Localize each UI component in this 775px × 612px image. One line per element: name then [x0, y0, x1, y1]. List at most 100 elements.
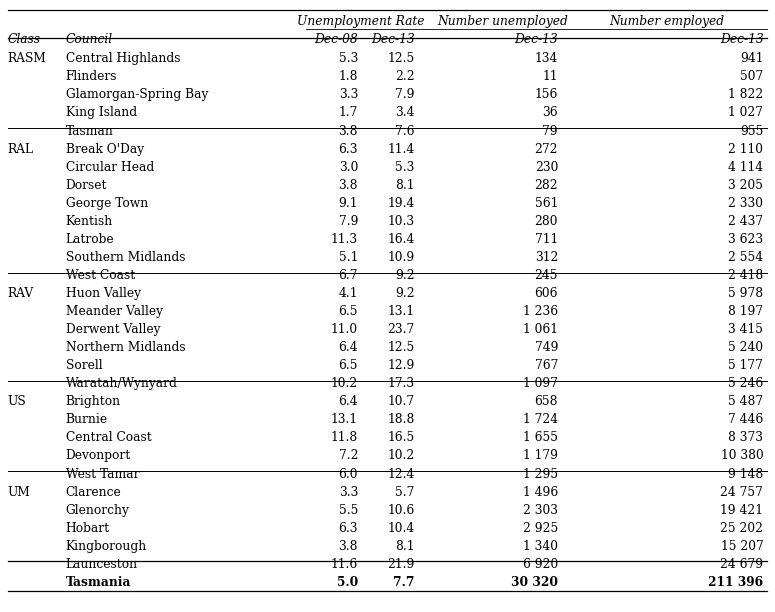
Text: King Island: King Island [66, 106, 137, 119]
Text: 561: 561 [535, 196, 558, 210]
Text: 12.4: 12.4 [388, 468, 415, 480]
Text: 19.4: 19.4 [388, 196, 415, 210]
Text: 6.7: 6.7 [339, 269, 358, 282]
Text: Southern Midlands: Southern Midlands [66, 251, 185, 264]
Text: 10.9: 10.9 [388, 251, 415, 264]
Text: 12.9: 12.9 [388, 359, 415, 372]
Text: West Coast: West Coast [66, 269, 135, 282]
Text: 1 822: 1 822 [728, 88, 763, 102]
Text: 9.2: 9.2 [395, 287, 415, 300]
Text: 5.7: 5.7 [395, 485, 415, 499]
Text: Brighton: Brighton [66, 395, 121, 408]
Text: 2 418: 2 418 [728, 269, 763, 282]
Text: 3.8: 3.8 [339, 179, 358, 192]
Text: 10.2: 10.2 [388, 449, 415, 463]
Text: 8.1: 8.1 [395, 179, 415, 192]
Text: 5.3: 5.3 [339, 52, 358, 65]
Text: 507: 507 [740, 70, 763, 83]
Text: George Town: George Town [66, 196, 148, 210]
Text: Launceston: Launceston [66, 558, 138, 571]
Text: 19 421: 19 421 [721, 504, 763, 517]
Text: 3 623: 3 623 [728, 233, 763, 246]
Text: 2 303: 2 303 [523, 504, 558, 517]
Text: Dorset: Dorset [66, 179, 108, 192]
Text: Number employed: Number employed [609, 15, 724, 28]
Text: 5 487: 5 487 [728, 395, 763, 408]
Text: Clarence: Clarence [66, 485, 122, 499]
Text: 312: 312 [535, 251, 558, 264]
Text: 8 197: 8 197 [728, 305, 763, 318]
Text: Devonport: Devonport [66, 449, 131, 463]
Text: 6.3: 6.3 [339, 143, 358, 155]
Text: 5 240: 5 240 [728, 341, 763, 354]
Text: 24 757: 24 757 [721, 485, 763, 499]
Text: Kingborough: Kingborough [66, 540, 147, 553]
Text: 5.5: 5.5 [339, 504, 358, 517]
Text: 2.2: 2.2 [395, 70, 415, 83]
Text: 18.8: 18.8 [388, 413, 415, 427]
Text: Latrobe: Latrobe [66, 233, 115, 246]
Text: UM: UM [8, 485, 31, 499]
Text: 7.9: 7.9 [339, 215, 358, 228]
Text: 2 330: 2 330 [728, 196, 763, 210]
Text: 3.4: 3.4 [395, 106, 415, 119]
Text: 7.6: 7.6 [395, 124, 415, 138]
Text: Dec-13: Dec-13 [515, 33, 558, 47]
Text: 5.3: 5.3 [395, 160, 415, 174]
Text: 2 437: 2 437 [728, 215, 763, 228]
Text: 9.2: 9.2 [395, 269, 415, 282]
Text: 11.0: 11.0 [331, 323, 358, 336]
Text: 211 396: 211 396 [708, 576, 763, 589]
Text: 1 179: 1 179 [523, 449, 558, 463]
Text: Sorell: Sorell [66, 359, 102, 372]
Text: US: US [8, 395, 26, 408]
Text: 272: 272 [535, 143, 558, 155]
Text: Meander Valley: Meander Valley [66, 305, 163, 318]
Text: 156: 156 [535, 88, 558, 102]
Text: 16.4: 16.4 [388, 233, 415, 246]
Text: 7.9: 7.9 [395, 88, 415, 102]
Text: 1 027: 1 027 [728, 106, 763, 119]
Text: 30 320: 30 320 [511, 576, 558, 589]
Text: 6.5: 6.5 [339, 305, 358, 318]
Text: 79: 79 [542, 124, 558, 138]
Text: 6.4: 6.4 [339, 395, 358, 408]
Text: 9.1: 9.1 [339, 196, 358, 210]
Text: 711: 711 [535, 233, 558, 246]
Text: Dec-13: Dec-13 [720, 33, 763, 47]
Text: 21.9: 21.9 [388, 558, 415, 571]
Text: 1.8: 1.8 [339, 70, 358, 83]
Text: 6.5: 6.5 [339, 359, 358, 372]
Text: 1 655: 1 655 [523, 431, 558, 444]
Text: 17.3: 17.3 [388, 377, 415, 390]
Text: 282: 282 [535, 179, 558, 192]
Text: 16.5: 16.5 [388, 431, 415, 444]
Text: RAV: RAV [8, 287, 34, 300]
Text: 1 496: 1 496 [523, 485, 558, 499]
Text: 10 380: 10 380 [721, 449, 763, 463]
Text: 230: 230 [535, 160, 558, 174]
Text: 12.5: 12.5 [388, 341, 415, 354]
Text: 3.8: 3.8 [339, 540, 358, 553]
Text: West Tamar: West Tamar [66, 468, 140, 480]
Text: Central Coast: Central Coast [66, 431, 152, 444]
Text: Burnie: Burnie [66, 413, 108, 427]
Text: 2 110: 2 110 [728, 143, 763, 155]
Text: 7.2: 7.2 [339, 449, 358, 463]
Text: 4.1: 4.1 [339, 287, 358, 300]
Text: 1 236: 1 236 [523, 305, 558, 318]
Text: Waratah/Wynyard: Waratah/Wynyard [66, 377, 177, 390]
Text: 10.3: 10.3 [388, 215, 415, 228]
Text: Kentish: Kentish [66, 215, 113, 228]
Text: Council: Council [66, 33, 113, 47]
Text: 767: 767 [535, 359, 558, 372]
Text: Unemployment Rate: Unemployment Rate [297, 15, 424, 28]
Text: 24 679: 24 679 [720, 558, 763, 571]
Text: 1 340: 1 340 [523, 540, 558, 553]
Text: 11.6: 11.6 [331, 558, 358, 571]
Text: 5 978: 5 978 [728, 287, 763, 300]
Text: 6.3: 6.3 [339, 521, 358, 535]
Text: 11: 11 [542, 70, 558, 83]
Text: Tasmania: Tasmania [66, 576, 132, 589]
Text: 134: 134 [535, 52, 558, 65]
